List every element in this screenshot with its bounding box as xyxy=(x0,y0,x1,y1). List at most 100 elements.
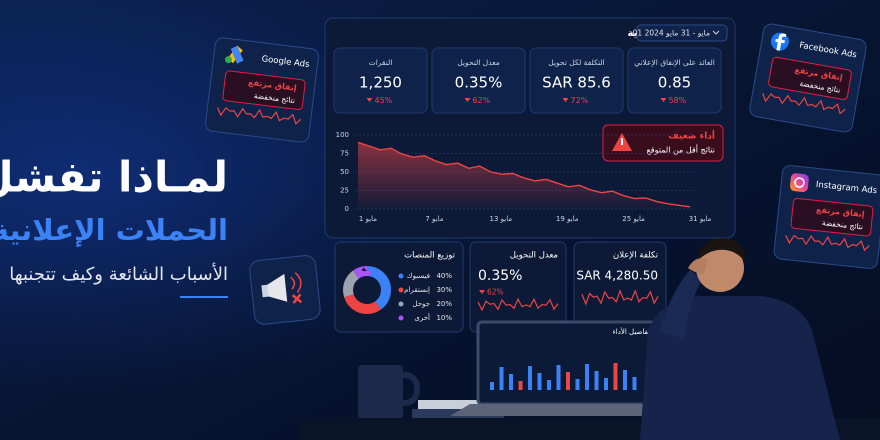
legend-value: 20% xyxy=(436,300,452,308)
ad-cost-value: SAR 4,280.50 xyxy=(576,269,658,283)
sparkline xyxy=(581,289,659,306)
date-chevron xyxy=(712,30,720,35)
alert-box xyxy=(602,124,724,162)
kpi-change: 72% xyxy=(571,96,589,105)
donut-segment xyxy=(343,266,391,314)
kpi-card xyxy=(333,47,428,114)
kpi-label: التكلفة لكل تحويل xyxy=(548,58,605,67)
date-picker xyxy=(636,24,728,42)
trend-line xyxy=(357,141,691,208)
laptop-bar xyxy=(575,379,580,390)
facebook-logo-f xyxy=(775,33,787,51)
content: لمـاذا تفشل الحملات الإعلانية ؟ الأسباب ال… xyxy=(0,17,880,440)
ad-cost-title: تكلفة الإعلان xyxy=(613,251,659,261)
legend-dot xyxy=(398,287,404,293)
y-tick-label: 25 xyxy=(340,187,349,195)
x-tick-label: 7 مايو xyxy=(425,215,443,223)
laptop-bar xyxy=(556,365,561,390)
laptop-bar xyxy=(594,371,599,390)
alert-icon-mark xyxy=(621,138,623,145)
laptop-bar xyxy=(604,378,608,390)
alert-title: أداء ضعيف xyxy=(668,130,715,142)
kpi-value: 0.35% xyxy=(455,74,503,92)
laptop-bar xyxy=(632,377,637,390)
down-arrow xyxy=(660,98,667,102)
headline-line1: لمـاذا تفشل xyxy=(0,153,228,202)
person-body xyxy=(640,296,840,440)
x-tick-label: 1 مايو xyxy=(359,215,377,223)
person-head xyxy=(696,244,744,292)
kpi-value: SAR 85.6 xyxy=(542,74,611,92)
kpi-label: النقرات xyxy=(369,58,393,67)
mug xyxy=(358,365,403,420)
headline-line2: الحملات الإعلانية ؟ xyxy=(0,213,228,247)
legend-value: 30% xyxy=(436,286,452,294)
kpi-card xyxy=(529,47,624,114)
legend-name: جوجل xyxy=(412,300,430,308)
down-arrow xyxy=(464,98,471,102)
kpi-card xyxy=(431,47,526,114)
ad-card-alert-box xyxy=(790,198,874,237)
megaphone-tile xyxy=(249,255,321,325)
sparkline xyxy=(785,234,870,252)
kpi-change: 58% xyxy=(669,96,687,105)
kpi-value: 1,250 xyxy=(359,74,402,92)
legend-dot xyxy=(398,315,404,321)
mug-handle xyxy=(402,372,421,406)
laptop-bar xyxy=(518,381,523,390)
alert-text: نتائج أقل من المتوقع xyxy=(647,145,716,155)
ad-card-alert-box xyxy=(222,70,306,111)
y-tick-label: 75 xyxy=(340,150,349,158)
conversion-title: معدل التحويل xyxy=(510,251,558,261)
laptop-bar xyxy=(499,367,504,390)
legend-name: فيسبوك xyxy=(407,272,430,280)
ad-card-result: نتائج منخفضة xyxy=(822,218,864,231)
megaphone-handle xyxy=(261,284,269,298)
kpi-card xyxy=(627,47,722,114)
megaphone xyxy=(265,273,288,302)
x-tick-label: 13 مايو xyxy=(490,215,513,223)
down-arrow xyxy=(479,290,485,294)
kpi-value: 0.85 xyxy=(658,74,691,92)
megaphone-waves xyxy=(290,272,302,294)
ad-card-alert-box xyxy=(768,56,852,100)
laptop-bar xyxy=(528,366,532,390)
sparkline xyxy=(477,297,559,312)
legend-dot xyxy=(398,301,404,307)
down-arrow xyxy=(562,98,569,102)
x-tick-label: 25 مايو xyxy=(622,215,645,223)
google-ads-logo-blue xyxy=(230,45,244,64)
megaphone-x xyxy=(291,293,303,304)
legend-value: 40% xyxy=(436,272,452,280)
legend-value: 10% xyxy=(436,314,452,322)
y-tick-label: 0 xyxy=(345,205,349,213)
y-tick-label: 100 xyxy=(336,131,349,139)
google-ads-logo-green xyxy=(224,56,232,64)
instagram-logo xyxy=(790,173,809,193)
headline-subtitle: الأسباب الشائعة وكيف تتجنبها xyxy=(9,263,228,285)
laptop-bar xyxy=(509,374,513,390)
legend-name: أخرى xyxy=(414,313,430,322)
laptop-bar xyxy=(537,373,542,390)
donut-segment xyxy=(343,266,391,314)
date-range: 01 مايو - 31 مايو 2024 xyxy=(633,29,710,38)
conversion-value: 0.35% xyxy=(478,268,522,284)
laptop-bar xyxy=(613,363,618,390)
instagram-logo-lens xyxy=(794,177,805,188)
kpi-label: معدل التحويل xyxy=(457,58,500,67)
legend-name: إنستقرام xyxy=(404,286,430,294)
legend-dot xyxy=(398,273,404,279)
person-hand xyxy=(688,258,708,274)
conversion-change: 62% xyxy=(487,288,504,297)
laptop-title: تفاصيل الأداء xyxy=(613,327,651,336)
laptop-bar xyxy=(585,364,589,390)
laptop-base xyxy=(450,404,690,416)
laptop-bar xyxy=(566,372,570,390)
down-arrow xyxy=(366,98,373,102)
platforms-title: توزيع المنصات xyxy=(404,251,455,261)
sparkline xyxy=(216,106,302,125)
x-tick-label: 31 مايو xyxy=(689,215,712,223)
